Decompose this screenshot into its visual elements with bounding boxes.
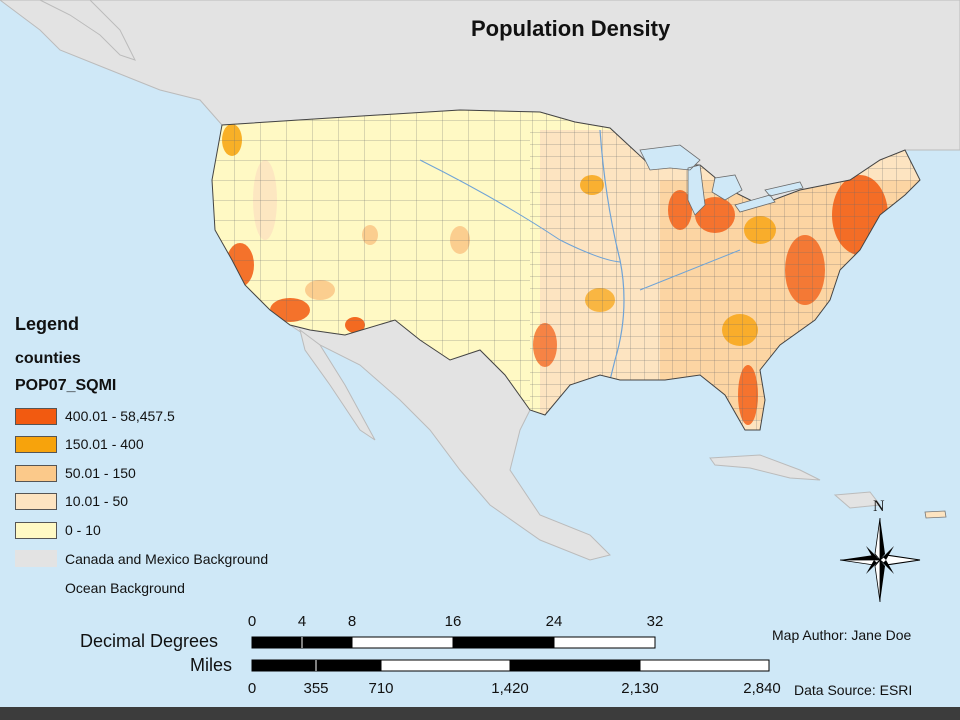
legend-swatch-class-5: [15, 522, 57, 539]
scale-tick-degrees: 8: [347, 613, 357, 630]
legend-label-canada-mexico: Canada and Mexico Background: [65, 551, 269, 567]
legend-label-ocean: Ocean Background: [65, 580, 185, 596]
scale-tick-miles: 355: [303, 680, 329, 697]
scale-tick-miles: 2,130: [621, 680, 659, 697]
baja-peninsula: [299, 328, 376, 441]
north-arrow-label: N: [873, 498, 885, 515]
map-author-credit: Map Author: Jane Doe: [772, 627, 912, 643]
scale-bar-miles: [251, 659, 770, 672]
hispaniola-island: [833, 491, 881, 509]
scale-bar-label-miles: Miles: [190, 655, 233, 675]
cuba-island: [709, 454, 821, 481]
scale-tick-miles: 710: [368, 680, 394, 697]
legend-label-class-3: 50.01 - 150: [65, 465, 136, 481]
legend-swatch-canada-mexico: [15, 550, 57, 567]
legend-label-class-1: 400.01 - 58,457.5: [65, 408, 175, 424]
scale-tick-miles: 2,840: [743, 680, 781, 697]
north-arrow-icon: [839, 517, 921, 603]
scale-tick-degrees: 32: [646, 613, 664, 630]
legend-swatch-class-1: [15, 408, 57, 425]
alaska-panhandle: [39, 0, 136, 61]
scale-tick-degrees: 4: [297, 613, 307, 630]
legend-label-class-5: 0 - 10: [65, 522, 101, 538]
scale-tick-degrees: 0: [247, 613, 257, 630]
legend-field-name: POP07_SQMI: [15, 377, 117, 394]
scale-tick-miles: 0: [247, 680, 257, 697]
scale-tick-miles: 1,420: [491, 680, 529, 697]
great-lakes: [639, 144, 804, 216]
legend-swatch-ocean: [15, 579, 57, 596]
legend-label-class-2: 150.01 - 400: [65, 436, 144, 452]
data-source-credit: Data Source: ESRI: [794, 682, 913, 698]
legend-swatch-class-2: [15, 436, 57, 453]
legend-label-class-4: 10.01 - 50: [65, 493, 129, 509]
legend-swatch-class-4: [15, 493, 57, 510]
legend-layer-name: counties: [15, 350, 81, 367]
bottom-bar: [0, 707, 960, 720]
legend-swatch-class-3: [15, 465, 57, 482]
scale-tick-degrees: 24: [545, 613, 563, 630]
map-title: Population Density: [471, 16, 671, 41]
puerto-rico-island: [924, 510, 947, 519]
scale-tick-degrees: 16: [444, 613, 462, 630]
scale-bar-label-decimal-degrees: Decimal Degrees: [80, 631, 219, 651]
scale-bar-decimal-degrees: [251, 636, 656, 649]
legend-title: Legend: [15, 314, 80, 334]
